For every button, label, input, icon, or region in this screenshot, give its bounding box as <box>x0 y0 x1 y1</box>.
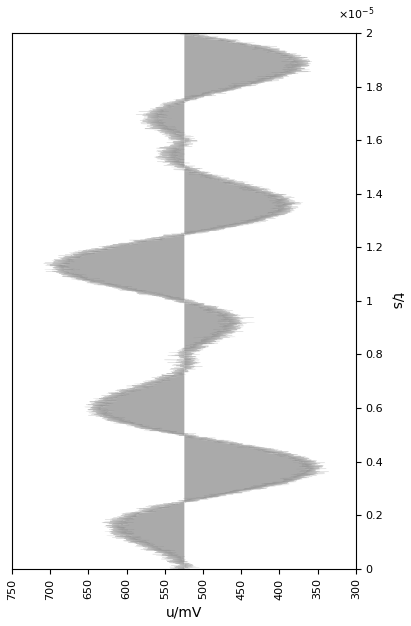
X-axis label: u/mV: u/mV <box>166 605 202 619</box>
Text: $\times10^{-5}$: $\times10^{-5}$ <box>337 6 374 23</box>
Y-axis label: t/s: t/s <box>390 292 404 309</box>
